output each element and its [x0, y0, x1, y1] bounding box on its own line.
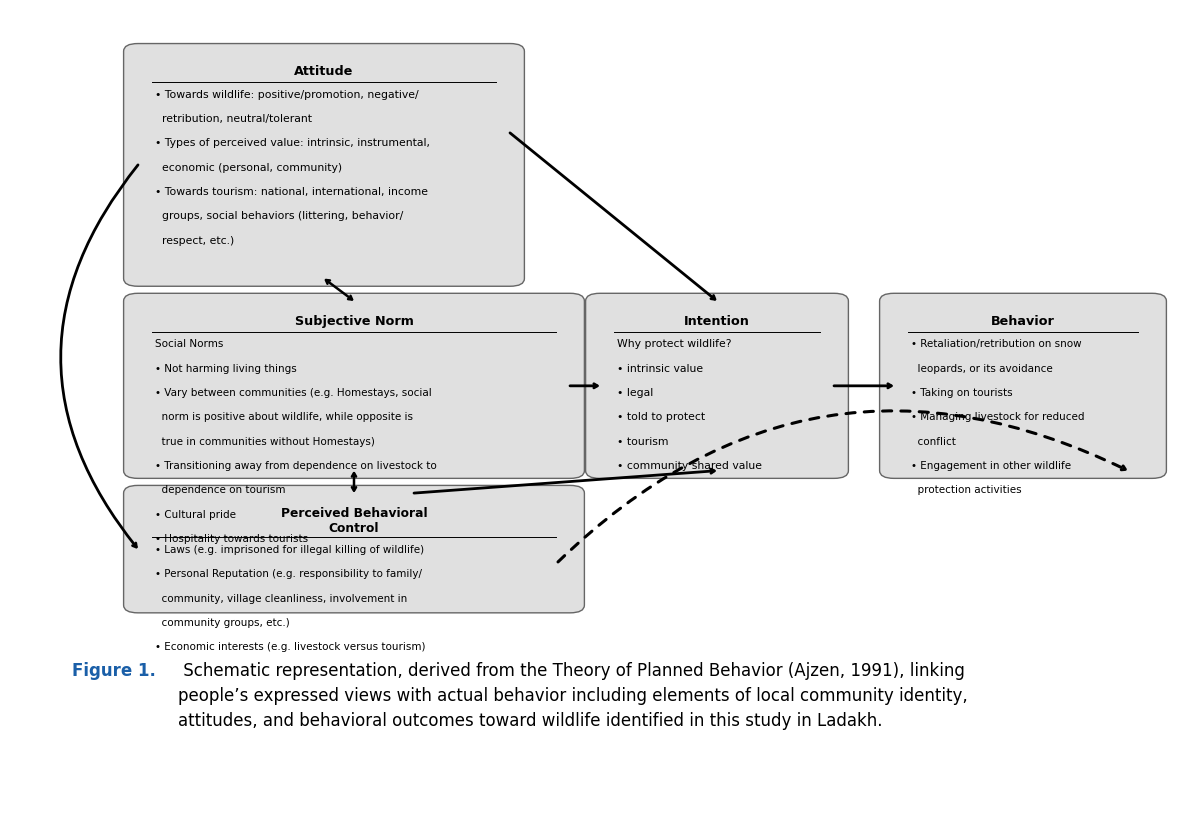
FancyBboxPatch shape: [586, 293, 848, 479]
Text: respect, etc.): respect, etc.): [155, 236, 234, 245]
Text: dependence on tourism: dependence on tourism: [155, 485, 286, 495]
Text: • Personal Reputation (e.g. responsibility to family/: • Personal Reputation (e.g. responsibili…: [155, 569, 422, 580]
Text: Social Norms: Social Norms: [155, 339, 223, 350]
Text: true in communities without Homestays): true in communities without Homestays): [155, 437, 374, 447]
Text: Figure 1.: Figure 1.: [72, 663, 156, 681]
Text: • tourism: • tourism: [617, 437, 668, 447]
Text: community groups, etc.): community groups, etc.): [155, 618, 289, 628]
Text: • Cultural pride: • Cultural pride: [155, 510, 236, 520]
FancyBboxPatch shape: [880, 293, 1166, 479]
Text: • Types of perceived value: intrinsic, instrumental,: • Types of perceived value: intrinsic, i…: [155, 138, 430, 149]
Text: • Economic interests (e.g. livestock versus tourism): • Economic interests (e.g. livestock ver…: [155, 642, 425, 653]
FancyBboxPatch shape: [124, 485, 584, 612]
Text: leopards, or its avoidance: leopards, or its avoidance: [911, 364, 1052, 374]
Text: • Engagement in other wildlife: • Engagement in other wildlife: [911, 461, 1070, 471]
Text: • Vary between communities (e.g. Homestays, social: • Vary between communities (e.g. Homesta…: [155, 388, 432, 398]
Text: • Towards wildlife: positive/promotion, negative/: • Towards wildlife: positive/promotion, …: [155, 89, 419, 99]
Text: economic (personal, community): economic (personal, community): [155, 163, 342, 172]
FancyBboxPatch shape: [124, 293, 584, 479]
Text: norm is positive about wildlife, while opposite is: norm is positive about wildlife, while o…: [155, 412, 413, 423]
Text: • Taking on tourists: • Taking on tourists: [911, 388, 1013, 398]
Text: Subjective Norm: Subjective Norm: [294, 315, 414, 328]
Text: • Laws (e.g. imprisoned for illegal killing of wildlife): • Laws (e.g. imprisoned for illegal kill…: [155, 545, 424, 555]
Text: • Hospitality towards tourists: • Hospitality towards tourists: [155, 534, 308, 544]
Text: • intrinsic value: • intrinsic value: [617, 364, 703, 374]
Text: • Managing livestock for reduced: • Managing livestock for reduced: [911, 412, 1085, 423]
Text: conflict: conflict: [911, 437, 955, 447]
Text: protection activities: protection activities: [911, 485, 1021, 495]
Text: • told to protect: • told to protect: [617, 412, 704, 423]
Text: • Retaliation/retribution on snow: • Retaliation/retribution on snow: [911, 339, 1081, 350]
Text: community, village cleanliness, involvement in: community, village cleanliness, involvem…: [155, 594, 407, 603]
Text: Intention: Intention: [684, 315, 750, 328]
Text: • Towards tourism: national, international, income: • Towards tourism: national, internation…: [155, 187, 428, 197]
Text: Why protect wildlife?: Why protect wildlife?: [617, 339, 731, 350]
FancyBboxPatch shape: [124, 44, 524, 287]
Text: Attitude: Attitude: [294, 66, 354, 78]
Text: groups, social behaviors (littering, behavior/: groups, social behaviors (littering, beh…: [155, 211, 403, 222]
Text: Behavior: Behavior: [991, 315, 1055, 328]
Text: • legal: • legal: [617, 388, 653, 398]
Text: • community shared value: • community shared value: [617, 461, 762, 471]
Text: Perceived Behavioral
Control: Perceived Behavioral Control: [281, 507, 427, 535]
Text: • Transitioning away from dependence on livestock to: • Transitioning away from dependence on …: [155, 461, 437, 471]
Text: • Not harming living things: • Not harming living things: [155, 364, 296, 374]
Text: Schematic representation, derived from the Theory of Planned Behavior (Ajzen, 19: Schematic representation, derived from t…: [178, 663, 967, 731]
Text: retribution, neutral/tolerant: retribution, neutral/tolerant: [155, 114, 312, 124]
